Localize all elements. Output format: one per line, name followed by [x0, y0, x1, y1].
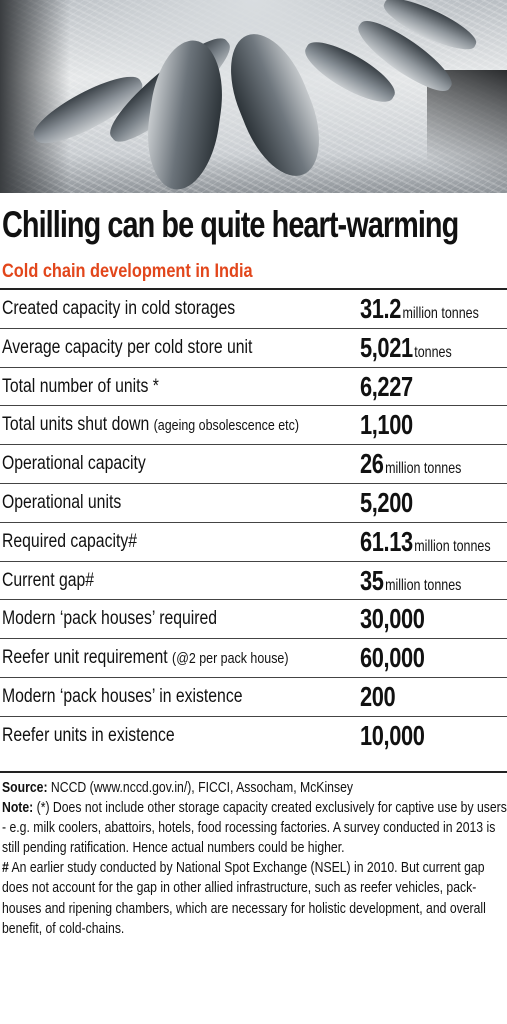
row-label: Total number of units * [2, 375, 159, 397]
row-value: 26million tonnes [360, 448, 462, 480]
photo-shadow-left [0, 0, 70, 193]
table-row: Reefer unit requirement (@2 per pack hou… [0, 639, 507, 678]
row-label: Modern ‘pack houses’ required [2, 608, 218, 630]
row-value: 60,000 [360, 642, 425, 674]
asterisk-note: Note: (*) Does not include other storage… [2, 799, 507, 857]
divider-top [0, 288, 507, 290]
row-label: Modern ‘pack houses’ in existence [2, 685, 243, 707]
divider-bottom [0, 771, 507, 773]
row-value: 5,021tonnes [360, 331, 452, 363]
table-row: Total number of units * 6,227 [0, 368, 507, 407]
row-label: Total units shut down (ageing obsolescen… [2, 414, 299, 436]
table-row: Modern ‘pack houses’ in existence 200 [0, 678, 507, 717]
table-row: Created capacity in cold storages 31.2mi… [0, 290, 507, 329]
row-value: 30,000 [360, 603, 425, 635]
table-row: Average capacity per cold store unit 5,0… [0, 329, 507, 368]
row-value: 5,200 [360, 486, 413, 518]
row-value: 61.13million tonnes [360, 525, 491, 557]
table-row: Total units shut down (ageing obsolescen… [0, 406, 507, 446]
cold-chain-table: Created capacity in cold storages 31.2mi… [0, 290, 507, 756]
row-label: Average capacity per cold store unit [2, 336, 253, 358]
row-label: Operational capacity [2, 453, 146, 475]
row-label: Reefer unit requirement (@2 per pack hou… [2, 647, 289, 669]
row-label: Required capacity# [2, 530, 138, 552]
row-label: Created capacity in cold storages [2, 298, 236, 319]
source-note: Source: NCCD (www.nccd.gov.in/), FICCI, … [2, 779, 353, 796]
table-row: Operational units 5,200 [0, 484, 507, 523]
row-label: Operational units [2, 491, 122, 513]
row-value: 200 [360, 680, 396, 712]
headline: Chilling can be quite heart-warming [2, 204, 459, 245]
footnotes: Source: NCCD (www.nccd.gov.in/), FICCI, … [2, 778, 507, 939]
table-row: Current gap# 35million tonnes [0, 562, 507, 601]
fish-on-ice-photo [0, 0, 507, 193]
row-label: Reefer units in existence [2, 724, 175, 746]
table-row: Modern ‘pack houses’ required 30,000 [0, 600, 507, 640]
row-value: 6,227 [360, 370, 413, 402]
table-row: Reefer units in existence 10,000 [0, 717, 507, 756]
table-row: Operational capacity 26million tonnes [0, 445, 507, 484]
table-row: Required capacity# 61.13million tonnes [0, 523, 507, 562]
row-value: 10,000 [360, 719, 425, 751]
row-label: Current gap# [2, 569, 95, 591]
row-value: 31.2million tonnes [360, 293, 479, 324]
hash-note: # An earlier study conducted by National… [2, 859, 486, 937]
row-value: 1,100 [360, 409, 413, 441]
row-value: 35million tonnes [360, 564, 462, 596]
subhead: Cold chain development in India [2, 261, 253, 282]
